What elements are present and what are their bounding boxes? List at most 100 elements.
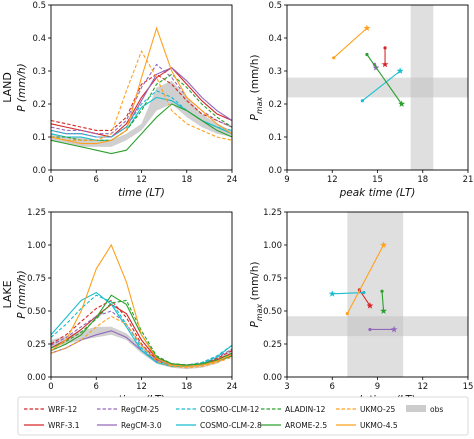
- legend-label: WRF-12: [48, 405, 77, 414]
- x-tick-label: 12: [136, 175, 147, 185]
- y-tick-label: 0.4: [32, 34, 46, 44]
- legend-label: UKMO-4.5: [360, 421, 398, 430]
- x-tick-label: 18: [181, 175, 192, 185]
- y-tick-label: 0.0: [32, 166, 46, 176]
- y-tick-label: 1.00: [27, 241, 46, 251]
- arrow-end-star: [328, 290, 336, 297]
- series-line-aladin-12: [50, 299, 233, 366]
- y-tick-label: 1.25: [27, 208, 46, 218]
- arrow-end-star: [396, 67, 404, 74]
- y-tick-label: 0.50: [263, 307, 282, 317]
- y-tick-label: 0.75: [263, 274, 282, 284]
- axes-frame: [50, 4, 233, 171]
- arrow-end-star: [390, 325, 398, 333]
- y-tick-label: 0.3: [32, 67, 46, 77]
- x-tick-label: 12: [327, 175, 338, 185]
- arrow-start-point: [365, 52, 369, 57]
- y-tick-label: 0.25: [263, 340, 282, 350]
- arrow-end-star: [380, 241, 387, 248]
- y-tick-label: 0.0: [268, 166, 282, 176]
- x-tick-label: 21: [463, 175, 474, 185]
- arrow-start-point: [345, 312, 349, 316]
- arrow-start-point: [332, 56, 336, 60]
- series-line-ukmo-25: [50, 49, 233, 141]
- y-axis-label: P (mm/h): [16, 270, 28, 319]
- arrow-end-star: [398, 100, 406, 107]
- arrow-line-ukmo: [333, 27, 368, 59]
- y-axis-label: P (mm/h): [16, 63, 28, 112]
- legend-label: WRF-3.1: [48, 421, 80, 430]
- axes-frame: [286, 4, 469, 171]
- obs-band-peak-time: [347, 212, 404, 377]
- y-tick-label: 1.00: [263, 241, 282, 251]
- x-axis-label: time (LT): [118, 187, 165, 199]
- line-panel-land: 0 6 12 18 24 0.0 0.1 0.2 0.3 0.4 0.5 time (LT) LAND P…: [1, 1, 237, 199]
- x-tick-label: 24: [227, 382, 238, 392]
- legend-label: RegCM-3.0: [121, 421, 162, 430]
- x-tick-label: 0: [48, 382, 53, 392]
- series-line-arome-2.5: [50, 294, 233, 366]
- axes-frame: [286, 211, 469, 378]
- arrow-line-ukmo: [346, 244, 385, 314]
- y-tick-label: 0.4: [268, 34, 282, 44]
- scatter-panel-1: 9 12 15 18 21 0.0 0.1 0.2 0.3 0.4 0.5 peak time (LT…: [249, 1, 473, 199]
- arrow-start-point: [368, 327, 372, 332]
- y-tick-label: 0.1: [268, 133, 282, 143]
- series-line-ukmo-4.5: [50, 26, 233, 145]
- x-tick-label: 9: [375, 382, 380, 392]
- legend-label: RegCM-25: [121, 405, 159, 414]
- arrow-end-star: [366, 302, 374, 309]
- x-tick-label: 0: [48, 175, 53, 185]
- x-tick-label: 3: [284, 382, 289, 392]
- legend-label: AROME-2.5: [285, 421, 327, 430]
- arrow-end-star: [363, 24, 371, 31]
- arrow-start-point: [383, 46, 387, 50]
- x-tick-label: 18: [181, 382, 192, 392]
- x-tick-label: 6: [94, 382, 99, 392]
- legend-label: ALADIN-12: [285, 405, 326, 414]
- legend-label: obs: [430, 405, 443, 414]
- obs-band-pmax: [287, 316, 468, 337]
- y-tick-label: 1.25: [263, 208, 282, 218]
- y-tick-label: 0.2: [268, 100, 282, 110]
- arrow-start-point: [380, 289, 384, 293]
- x-tick-label: 15: [372, 175, 383, 185]
- arrow-line-aladin/arome: [381, 291, 385, 312]
- series-line-cosmo-clm-12: [50, 294, 233, 366]
- legend: WRF-12 RegCM-25 COSMO-CLM-12 ALADIN-12 UKMO-…: [17, 396, 469, 436]
- y-axis-label: Pmax (mm/h): [249, 55, 264, 121]
- y-tick-label: 0.25: [27, 340, 46, 350]
- y-tick-label: 0.3: [268, 67, 282, 77]
- row-label: LAKE: [1, 280, 14, 308]
- x-tick-label: 6: [330, 382, 335, 392]
- y-tick-label: 0.1: [32, 133, 46, 143]
- series-line-ukmo-4.5: [50, 243, 233, 367]
- series-line-wrf-12: [50, 73, 233, 131]
- series-line-cosmo-clm-2.8: [50, 291, 233, 367]
- y-tick-label: 0.00: [27, 373, 46, 383]
- obs-band-pmax: [287, 77, 468, 98]
- y-axis-label: Pmax (mm/h): [249, 262, 264, 328]
- x-tick-label: 18: [417, 175, 428, 185]
- arrow-start-point: [362, 290, 366, 295]
- arrow-line-aladin/arome: [366, 54, 403, 105]
- y-tick-label: 0.75: [27, 274, 46, 284]
- x-tick-label: 12: [136, 382, 147, 392]
- arrow-end-star: [380, 307, 387, 314]
- legend-label: UKMO-25: [360, 405, 395, 414]
- x-tick-label: 9: [284, 175, 289, 185]
- y-tick-label: 0.5: [32, 1, 46, 11]
- x-tick-label: 12: [417, 382, 428, 392]
- x-tick-label: 24: [227, 175, 238, 185]
- axes-frame: [50, 211, 233, 378]
- x-tick-label: 15: [463, 382, 474, 392]
- y-tick-label: 0.5: [268, 1, 282, 11]
- y-tick-label: 0.50: [27, 307, 46, 317]
- legend-label: COSMO-CLM-12: [200, 405, 260, 414]
- arrow-end-star: [381, 60, 389, 68]
- y-tick-label: 0.00: [263, 373, 282, 383]
- row-label: LAND: [1, 72, 14, 103]
